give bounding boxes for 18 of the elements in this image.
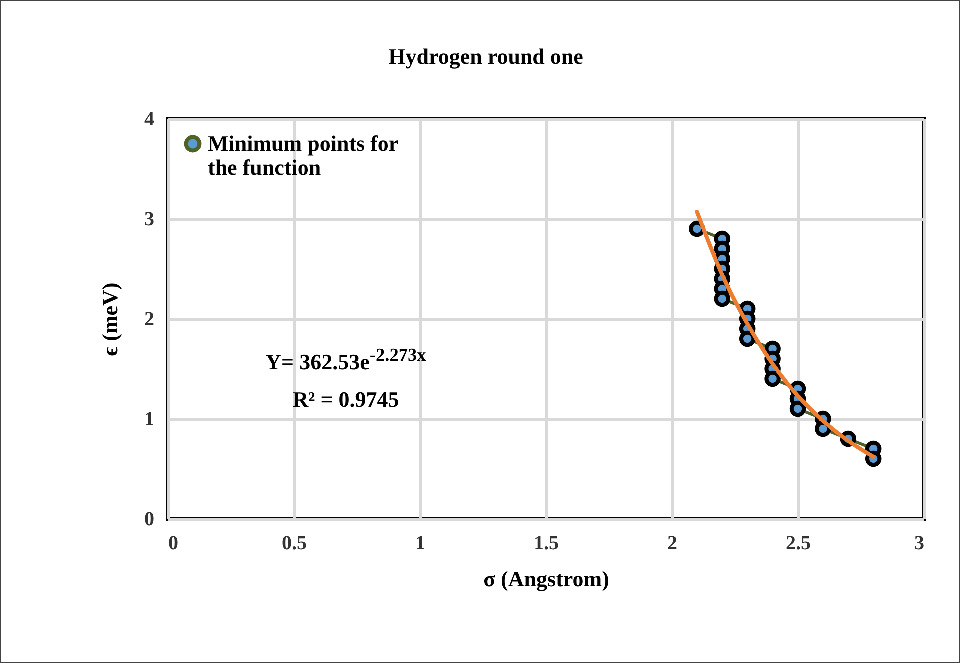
x-tick-label: 0 <box>168 532 178 554</box>
x-tick-label: 2 <box>668 532 678 554</box>
y-tick-label: 3 <box>144 208 154 230</box>
x-axis-title: σ (Angstrom) <box>484 566 610 592</box>
x-tick-label: 0.5 <box>282 532 307 554</box>
legend-label: Minimum points for the function <box>208 131 399 180</box>
x-tick-label: 1 <box>416 532 426 554</box>
y-tick-label: 1 <box>144 408 154 430</box>
annotation: Y= 362.53e$^{-2.273x}$ <box>264 344 428 376</box>
y-tick-label: 0 <box>144 508 154 530</box>
chart-title: Hydrogen round one <box>388 44 584 69</box>
annotation: R² = 0.9745 <box>292 386 400 414</box>
x-tick-label: 2.5 <box>786 532 811 554</box>
x-tick-label: 3 <box>914 532 924 554</box>
x-tick-label: 1.5 <box>534 532 559 554</box>
y-axis-title: ϵ (meV) <box>98 282 122 356</box>
y-tick-label: 2 <box>144 308 154 330</box>
y-tick-label: 4 <box>144 108 154 130</box>
